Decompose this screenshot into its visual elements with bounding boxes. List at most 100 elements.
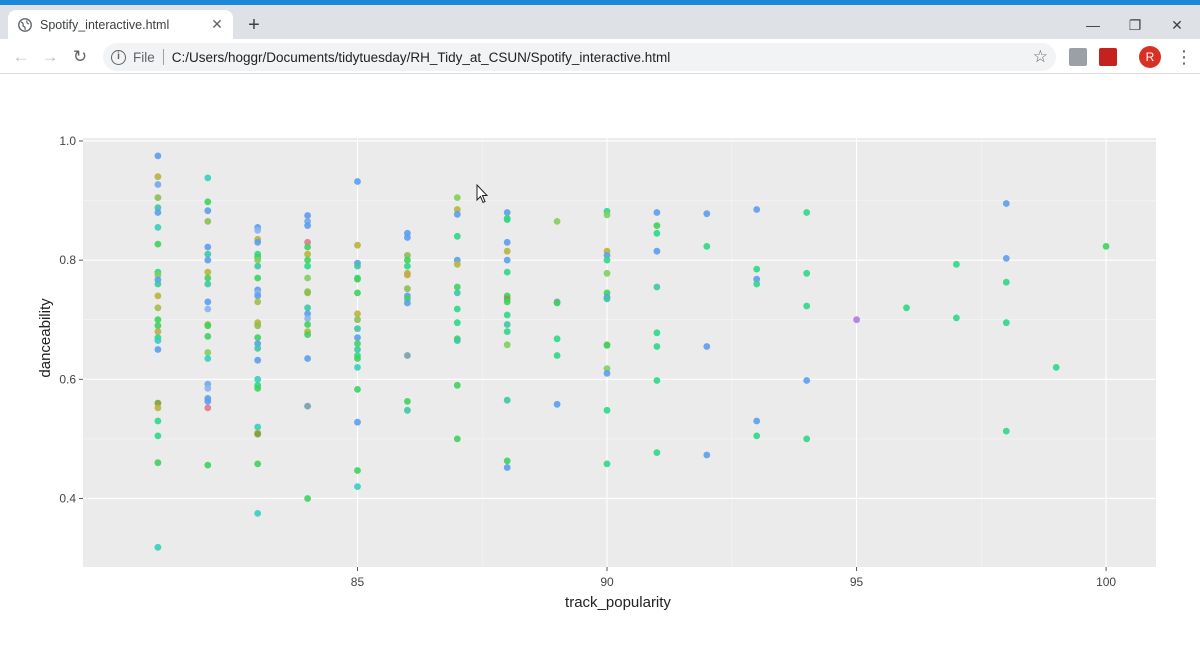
data-point[interactable] (653, 209, 661, 216)
data-point[interactable] (453, 289, 461, 297)
data-point[interactable] (254, 256, 262, 264)
data-point[interactable] (204, 274, 212, 282)
data-point[interactable] (603, 341, 611, 349)
data-point[interactable] (453, 206, 461, 213)
data-point[interactable] (254, 430, 262, 438)
data-point[interactable] (453, 232, 461, 240)
data-point[interactable] (304, 243, 311, 251)
data-point[interactable] (603, 211, 611, 219)
data-point[interactable] (1052, 364, 1060, 371)
data-point[interactable] (653, 329, 661, 337)
data-point[interactable] (453, 194, 461, 201)
data-point[interactable] (753, 265, 761, 273)
data-point[interactable] (354, 418, 361, 426)
data-point[interactable] (304, 289, 311, 297)
data-point[interactable] (753, 432, 761, 440)
menu-icon[interactable]: ⋮ (1175, 47, 1193, 67)
data-point[interactable] (254, 356, 262, 364)
data-point[interactable] (154, 304, 162, 312)
data-point[interactable] (254, 334, 262, 341)
data-point[interactable] (1002, 255, 1010, 262)
data-point[interactable] (354, 316, 361, 324)
data-point[interactable] (204, 198, 212, 206)
data-point[interactable] (154, 328, 162, 335)
data-point[interactable] (354, 262, 361, 270)
data-point[interactable] (503, 464, 511, 471)
data-point[interactable] (204, 280, 212, 288)
data-point[interactable] (204, 268, 212, 276)
data-point[interactable] (204, 461, 212, 469)
data-point[interactable] (503, 268, 511, 276)
data-point[interactable] (603, 269, 611, 277)
data-point[interactable] (254, 340, 262, 347)
data-point[interactable] (653, 229, 661, 237)
data-point[interactable] (154, 346, 162, 353)
data-point[interactable] (304, 274, 311, 282)
back-button[interactable]: ← (12, 47, 30, 66)
data-point[interactable] (204, 404, 212, 412)
data-point[interactable] (1002, 427, 1010, 435)
pdf-extension-icon[interactable] (1069, 48, 1087, 66)
data-point[interactable] (304, 238, 311, 246)
data-point[interactable] (453, 305, 461, 313)
data-point[interactable] (204, 256, 212, 264)
data-point[interactable] (154, 209, 162, 216)
data-point[interactable] (553, 299, 561, 307)
data-point[interactable] (503, 256, 511, 264)
data-point[interactable] (453, 337, 461, 344)
data-point[interactable] (254, 344, 262, 352)
data-point[interactable] (803, 209, 811, 216)
data-point[interactable] (853, 316, 860, 324)
data-point[interactable] (204, 398, 212, 405)
data-point[interactable] (254, 322, 262, 330)
data-point[interactable] (1002, 200, 1010, 207)
data-point[interactable] (304, 262, 311, 270)
data-point[interactable] (154, 399, 162, 407)
data-point[interactable] (204, 322, 212, 330)
data-point[interactable] (653, 377, 661, 384)
data-point[interactable] (354, 241, 361, 249)
data-point[interactable] (404, 352, 411, 359)
data-point[interactable] (404, 299, 411, 307)
data-point[interactable] (304, 310, 311, 318)
data-point[interactable] (304, 331, 311, 338)
data-point[interactable] (503, 216, 511, 224)
data-point[interactable] (204, 218, 212, 225)
data-point[interactable] (254, 510, 262, 517)
data-point[interactable] (204, 298, 212, 306)
data-point[interactable] (154, 173, 162, 181)
data-point[interactable] (503, 341, 511, 349)
data-point[interactable] (603, 295, 611, 303)
data-point[interactable] (254, 460, 262, 468)
data-point[interactable] (354, 340, 361, 347)
data-point[interactable] (503, 209, 511, 216)
data-point[interactable] (803, 435, 811, 443)
data-point[interactable] (154, 543, 162, 551)
bookmark-star-icon[interactable]: ☆ (1032, 47, 1048, 66)
scatter-chart[interactable]: 85 90 95 100 0.40.60.81.0 track_popularity … (0, 75, 1200, 646)
data-point[interactable] (154, 337, 162, 344)
data-point[interactable] (603, 252, 611, 259)
data-point[interactable] (603, 406, 611, 414)
data-point[interactable] (953, 314, 960, 322)
data-point[interactable] (653, 247, 661, 255)
data-point[interactable] (753, 206, 761, 213)
data-point[interactable] (254, 262, 262, 270)
data-point[interactable] (354, 467, 361, 474)
data-point[interactable] (254, 384, 262, 392)
data-point[interactable] (603, 365, 611, 372)
data-point[interactable] (753, 275, 761, 283)
data-point[interactable] (553, 218, 561, 225)
data-point[interactable] (354, 355, 361, 362)
data-point[interactable] (354, 310, 361, 318)
data-point[interactable] (354, 334, 361, 341)
data-point[interactable] (204, 355, 212, 362)
data-point[interactable] (154, 322, 162, 330)
data-point[interactable] (204, 250, 212, 258)
data-point[interactable] (404, 285, 411, 293)
data-point[interactable] (653, 449, 661, 456)
data-point[interactable] (254, 423, 262, 431)
data-point[interactable] (503, 311, 511, 319)
data-point[interactable] (603, 256, 611, 264)
data-point[interactable] (553, 335, 561, 343)
